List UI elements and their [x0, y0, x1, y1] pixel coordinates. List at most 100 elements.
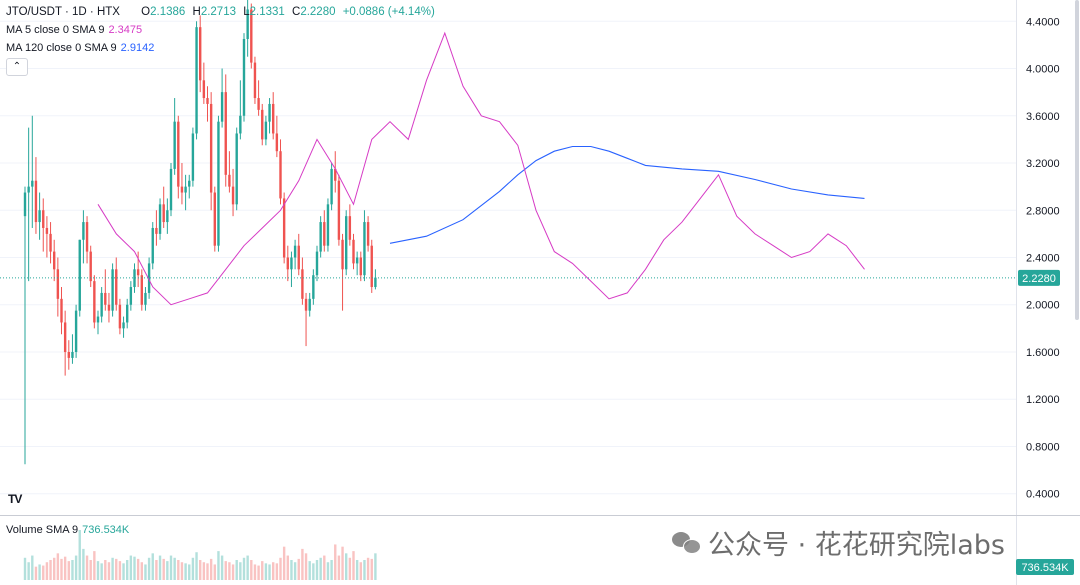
collapse-legend-button[interactable]: ⌃: [6, 58, 28, 76]
volume-bar: [231, 564, 235, 580]
volume-bar: [155, 560, 158, 580]
tradingview-logo[interactable]: TV: [8, 492, 22, 506]
volume-bar: [250, 560, 253, 580]
volume-bar: [140, 562, 143, 580]
ma5-legend[interactable]: MA 5 close 0 SMA 9 2.3475: [6, 23, 142, 37]
candle-body: [34, 180, 38, 223]
volume-bar: [104, 560, 107, 580]
candle-body: [315, 251, 319, 276]
candle-body: [231, 186, 235, 205]
candle-body: [169, 168, 173, 211]
chevron-up-icon: ⌃: [12, 61, 22, 72]
candle-body: [282, 198, 286, 258]
volume-bar: [144, 564, 147, 580]
volume-bar: [63, 556, 67, 580]
candle-body: [268, 103, 271, 122]
candle-body: [334, 168, 337, 181]
candle-body: [45, 227, 49, 234]
candle-body: [242, 38, 246, 116]
candle-body: [188, 180, 191, 187]
candle-body: [290, 257, 293, 270]
volume-bar: [71, 560, 74, 580]
volume-bar: [370, 558, 373, 580]
volume-bar: [199, 560, 202, 580]
candle-body: [359, 257, 362, 276]
candle-body: [115, 269, 118, 305]
axis-tick-label: 1.2000: [1026, 394, 1060, 406]
volume-bar: [85, 555, 89, 580]
volume-bar: [337, 555, 341, 580]
candle-body: [297, 245, 300, 270]
candle-body: [257, 98, 260, 110]
volume-bar: [341, 546, 344, 580]
candle-body: [246, 9, 249, 39]
volume-bar: [275, 563, 279, 580]
volume-legend[interactable]: Volume SMA 9 736.534K: [6, 523, 129, 537]
candle-body: [341, 239, 344, 270]
candle-body: [286, 257, 289, 270]
candle-body: [147, 263, 151, 293]
ma5-line: [97, 31, 865, 306]
volume-bar: [286, 555, 289, 580]
symbol-legend: JTO/USDT · 1D · HTX O2.1386 H2.2713 L2.1…: [6, 5, 439, 19]
candle-body: [166, 210, 169, 223]
volume-bar: [293, 562, 297, 580]
volume-bar: [78, 530, 81, 580]
axis-tick-label: 1.6000: [1026, 347, 1060, 359]
volume-bar: [257, 565, 260, 580]
volume-bar: [315, 560, 319, 580]
volume-bar: [326, 562, 330, 580]
volume-bar: [242, 557, 246, 580]
candle-body: [56, 269, 60, 299]
volume-bar: [147, 557, 151, 580]
ma120-line: [389, 145, 865, 244]
wechat-icon: [672, 530, 701, 554]
close-value: 2.2280: [300, 6, 336, 18]
candle-body: [250, 9, 253, 63]
candle-body: [337, 180, 341, 240]
scrollbar[interactable]: [1075, 0, 1079, 320]
candle-body: [228, 174, 231, 187]
volume-bar: [279, 557, 282, 580]
candle-body: [31, 180, 34, 187]
volume-bar: [363, 560, 366, 580]
volume-bar: [202, 562, 206, 580]
candle-body: [272, 103, 275, 134]
volume-bar: [115, 558, 118, 580]
volume-bar: [334, 544, 337, 580]
open-value: 2.1386: [150, 6, 186, 18]
candle-body: [370, 245, 373, 288]
candle-body: [308, 298, 311, 311]
candle-body: [217, 121, 220, 246]
symbol-title[interactable]: JTO/USDT · 1D · HTX: [6, 6, 120, 18]
ma120-legend[interactable]: MA 120 close 0 SMA 9 2.9142: [6, 41, 154, 55]
candle-body: [261, 109, 264, 140]
volume-bar: [111, 557, 114, 580]
axis-tick-label: 2.8000: [1026, 205, 1060, 217]
candle-body: [42, 210, 45, 228]
volume-bar: [348, 557, 352, 580]
candle-body: [107, 304, 111, 311]
candle-body: [53, 251, 56, 270]
volume-bar: [330, 560, 333, 580]
candle-body: [89, 251, 92, 282]
candle-body: [209, 103, 213, 193]
change-value: +0.0886 (+4.14%): [342, 6, 435, 18]
candle-body: [67, 351, 70, 358]
volume-bar: [38, 564, 41, 580]
candle-body: [279, 151, 282, 199]
grid-lines: [0, 20, 1016, 495]
candle-body: [239, 115, 242, 134]
volume-bar: [89, 560, 92, 580]
price-axis[interactable]: 4.4000 4.0000 3.6000 3.2000 2.8000 2.4000 2.00…: [1026, 16, 1060, 500]
volume-bar: [268, 564, 271, 580]
volume-bar: [173, 557, 176, 580]
volume-bar: [184, 563, 187, 580]
candle-body: [111, 269, 114, 311]
volume-bar: [206, 563, 209, 580]
volume-bar: [23, 557, 27, 580]
watermark: 公众号 · 花花研究院labs: [672, 524, 1005, 561]
candle-body: [63, 322, 67, 352]
volume-bar: [74, 555, 78, 580]
